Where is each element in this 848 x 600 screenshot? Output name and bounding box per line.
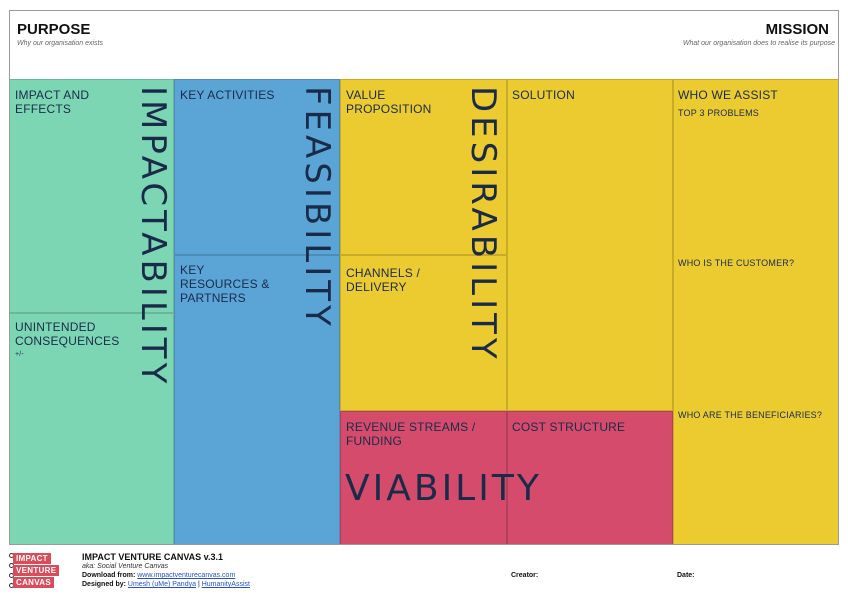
logo-line-3: CANVAS [13,577,54,588]
footer-title: IMPACT VENTURE CANVAS v.3.1 [82,552,224,562]
impact-label: IMPACT AND EFFECTS [15,88,90,116]
designer-link[interactable]: Umesh (uMe) Pandya [127,581,196,588]
download-label: Download from: [82,572,136,579]
purpose-title: PURPOSE [17,21,91,38]
who-we-assist-block[interactable] [673,79,839,545]
creator-field[interactable]: Creator: [511,572,539,579]
desirability-heading: DESIRABILITY [463,86,503,363]
unintended-consequences-block[interactable] [9,313,174,545]
value-proposition-block[interactable] [340,79,507,255]
footer-download: Download from: www.impactventurecanvas.c… [82,572,235,579]
solution-label: SOLUTION [512,88,575,102]
cost-structure-block[interactable] [507,411,673,545]
download-link[interactable]: www.impactventurecanvas.com [137,572,236,579]
mission-title: MISSION [765,21,829,38]
channels-label: CHANNELS / DELIVERY [346,266,421,294]
revenue-label: REVENUE STREAMS / FUNDING [346,420,476,448]
solution-block[interactable] [507,79,673,411]
impact-block[interactable] [9,79,174,313]
separator: | [197,581,200,588]
canvas-frame [9,10,839,545]
key-activities-label: KEY ACTIVITIES [180,88,275,102]
mission-subtitle: What our organisation does to realise it… [682,40,835,47]
cost-label: COST STRUCTURE [512,420,626,434]
key-activities-block[interactable] [174,79,340,255]
logo-line-1: IMPACT [13,553,51,564]
viability-heading: VIABILITY [345,468,542,509]
value-proposition-label: VALUE PROPOSITION [346,88,432,116]
designed-label: Designed by: [82,581,126,588]
beneficiaries-label: WHO ARE THE BENEFICIARIES? [678,410,823,420]
channels-block[interactable] [340,255,507,411]
customer-label: WHO IS THE CUSTOMER? [678,258,795,268]
date-field[interactable]: Date: [677,572,695,579]
org-link[interactable]: HumanityAssist [201,581,250,588]
who-we-assist-label: WHO WE ASSIST [678,88,778,102]
logo-line-2: VENTURE [13,565,60,576]
footer-aka: aka: Social Venture Canvas [82,563,169,570]
key-resources-label: KEY RESOURCES & PARTNERS [180,263,270,305]
footer-designed: Designed by: Umesh (uMe) Pandya | Humani… [82,581,250,588]
unintended-text: UNINTENDED CONSEQUENCES [15,320,120,348]
unintended-label: UNINTENDED CONSEQUENCES +/- [15,320,120,364]
impactability-heading: IMPACTABILITY [133,86,173,388]
unintended-sup: +/- [15,351,24,358]
top3-problems-label: TOP 3 PROBLEMS [678,108,759,118]
key-resources-block[interactable] [174,255,340,545]
purpose-subtitle: Why our organisation exists [17,40,103,47]
feasibility-heading: FEASIBILITY [297,86,337,330]
revenue-streams-block[interactable] [340,411,507,545]
